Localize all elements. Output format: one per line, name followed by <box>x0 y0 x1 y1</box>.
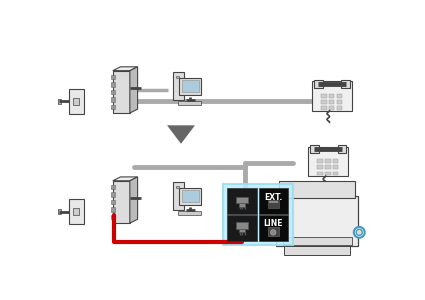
Bar <box>268 227 279 236</box>
Bar <box>111 214 115 219</box>
Bar <box>182 80 199 92</box>
Bar <box>329 100 334 104</box>
Bar <box>321 100 327 104</box>
Polygon shape <box>236 222 249 229</box>
Bar <box>111 89 115 94</box>
Bar <box>329 106 334 110</box>
Bar <box>111 207 115 212</box>
Bar <box>321 94 327 98</box>
Bar <box>173 72 184 100</box>
Polygon shape <box>337 145 346 153</box>
Polygon shape <box>239 229 245 232</box>
Polygon shape <box>167 125 195 144</box>
Circle shape <box>354 227 365 238</box>
Polygon shape <box>310 145 319 153</box>
Bar <box>58 209 61 214</box>
Bar <box>317 165 323 169</box>
Bar <box>73 208 79 214</box>
Bar <box>283 237 351 245</box>
Polygon shape <box>130 177 138 223</box>
Bar <box>111 104 115 109</box>
Bar <box>279 181 355 198</box>
Bar <box>176 186 179 188</box>
Bar <box>113 181 130 223</box>
Circle shape <box>356 229 363 236</box>
Polygon shape <box>236 197 249 203</box>
Bar <box>276 204 283 208</box>
Polygon shape <box>130 67 138 113</box>
Bar <box>333 172 338 176</box>
Bar <box>179 78 201 94</box>
Bar <box>258 215 288 241</box>
Bar <box>329 94 334 98</box>
Bar <box>321 106 327 110</box>
Bar <box>276 235 283 239</box>
Polygon shape <box>113 67 138 70</box>
Bar <box>325 165 331 169</box>
Bar <box>176 76 179 78</box>
Bar <box>333 165 338 169</box>
Polygon shape <box>113 177 138 181</box>
Bar <box>325 159 331 163</box>
Bar <box>58 99 61 104</box>
Bar <box>268 200 279 208</box>
Bar <box>333 159 338 163</box>
Bar <box>113 70 130 113</box>
Bar <box>308 147 348 176</box>
Bar <box>111 82 115 87</box>
Bar <box>223 184 292 245</box>
Bar <box>73 98 79 104</box>
Bar <box>258 188 288 214</box>
Bar <box>325 172 331 176</box>
Text: LINE: LINE <box>264 219 283 228</box>
Bar <box>337 100 342 104</box>
Bar <box>111 200 115 204</box>
Bar <box>276 219 283 224</box>
Polygon shape <box>314 80 323 88</box>
Bar <box>276 196 358 246</box>
Bar <box>179 188 201 205</box>
Bar <box>111 184 115 189</box>
Bar <box>227 215 257 241</box>
Bar <box>178 211 201 215</box>
Bar <box>317 172 323 176</box>
Bar <box>68 89 84 114</box>
Bar <box>178 101 201 105</box>
Polygon shape <box>239 203 245 207</box>
Polygon shape <box>341 80 350 88</box>
Bar <box>227 188 257 214</box>
Text: EXT.: EXT. <box>264 193 282 202</box>
Circle shape <box>270 230 276 235</box>
Polygon shape <box>292 201 359 232</box>
Bar <box>312 81 352 111</box>
Bar <box>182 190 199 202</box>
Bar <box>337 106 342 110</box>
Bar <box>317 159 323 163</box>
Bar <box>284 246 350 256</box>
Bar <box>68 199 84 224</box>
Bar <box>337 94 342 98</box>
Bar <box>111 192 115 197</box>
Bar <box>173 182 184 210</box>
Bar <box>111 74 115 79</box>
Bar <box>111 97 115 102</box>
